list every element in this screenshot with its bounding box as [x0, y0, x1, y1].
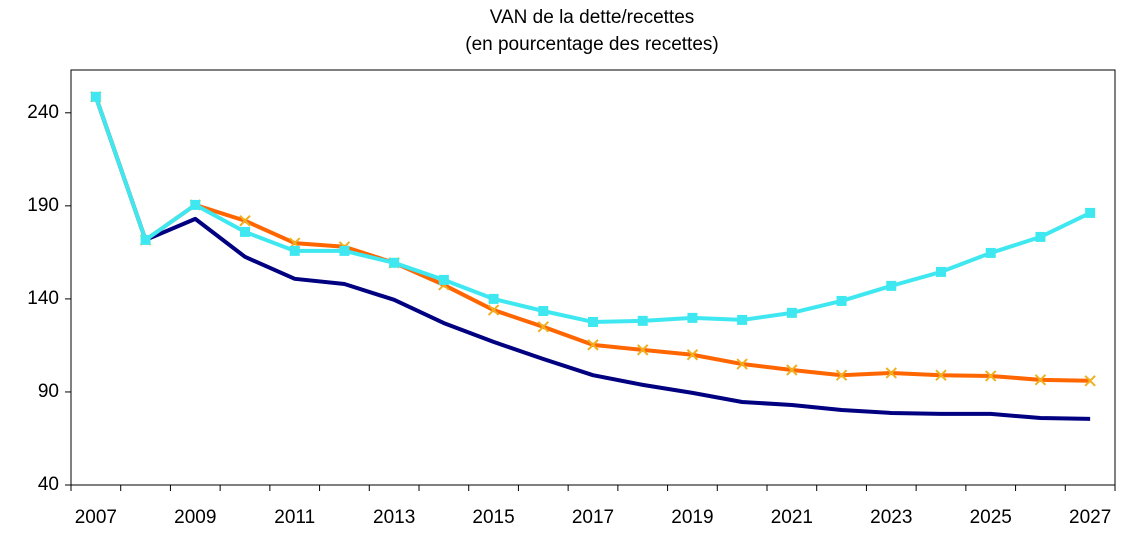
marker — [1084, 375, 1096, 387]
marker — [289, 245, 300, 256]
marker — [538, 305, 549, 316]
marker — [835, 369, 848, 381]
marker — [786, 364, 798, 376]
y-tick-label: 140 — [27, 288, 59, 309]
marker — [190, 199, 201, 210]
marker — [936, 266, 946, 277]
marker — [537, 321, 549, 333]
x-tick-label: 2027 — [1069, 507, 1111, 528]
x-tick-label: 2015 — [472, 507, 514, 528]
marker — [488, 293, 499, 304]
chart-subtitle: (en pourcentage des recettes) — [465, 34, 719, 55]
marker — [587, 339, 599, 351]
marker — [737, 314, 748, 325]
marker — [140, 234, 151, 245]
marker — [786, 307, 797, 318]
plot-area — [70, 69, 1116, 486]
x-tick-label: 2019 — [671, 507, 713, 528]
marker — [637, 315, 648, 326]
series-line — [93, 96, 1091, 421]
series-line — [93, 96, 1091, 383]
marker — [90, 91, 101, 102]
x-tick-label: 2013 — [373, 507, 415, 528]
marker — [935, 369, 947, 381]
marker — [240, 226, 250, 237]
marker — [1034, 374, 1047, 386]
marker — [637, 344, 649, 356]
x-tick-label: 2021 — [771, 507, 813, 528]
x-tick-label: 2025 — [970, 507, 1012, 528]
x-tick-label: 2007 — [75, 507, 117, 528]
marker — [985, 247, 996, 258]
series-line — [93, 96, 1092, 324]
y-tick-label: 40 — [38, 474, 59, 495]
marker — [886, 280, 897, 291]
marker — [985, 370, 997, 382]
y-tick-label: 90 — [38, 381, 59, 402]
marker — [389, 257, 400, 268]
marker — [686, 349, 699, 361]
y-tick-label: 240 — [27, 102, 59, 123]
marker — [1035, 231, 1046, 242]
marker — [687, 312, 698, 323]
marker — [736, 358, 748, 370]
marker — [487, 304, 500, 316]
marker — [438, 274, 449, 285]
x-tick-label: 2009 — [174, 507, 216, 528]
x-tick-label: 2011 — [274, 507, 315, 528]
chart-title: VAN de la dette/recettes — [490, 7, 695, 28]
marker — [885, 367, 897, 379]
x-tick-label: 2017 — [572, 507, 614, 528]
marker — [836, 295, 847, 306]
marker — [239, 215, 251, 227]
marker — [1085, 207, 1096, 218]
marker — [588, 316, 598, 327]
marker — [339, 245, 350, 256]
x-tick-label: 2023 — [870, 507, 912, 528]
y-tick-label: 190 — [27, 195, 59, 216]
